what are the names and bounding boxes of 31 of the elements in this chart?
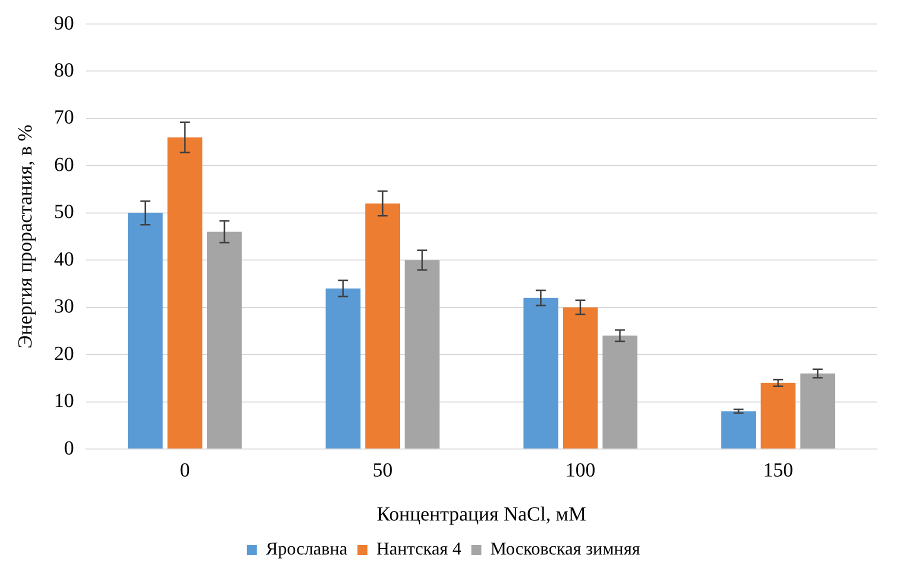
bar xyxy=(760,382,796,448)
bar xyxy=(404,260,440,448)
bar xyxy=(721,411,756,448)
y-axis-title: Энергия прорастания, в % xyxy=(14,124,36,348)
x-tick-label: 50 xyxy=(372,459,393,482)
y-tick-label: 40 xyxy=(54,248,74,270)
legend-label: Нантская 4 xyxy=(376,538,462,559)
y-tick-label: 60 xyxy=(54,154,74,176)
y-tick-label: 70 xyxy=(54,106,74,129)
y-tick-label: 20 xyxy=(54,342,74,365)
bar xyxy=(326,288,360,448)
bar xyxy=(602,336,638,448)
legend-label: Московская зимняя xyxy=(490,538,640,559)
bar xyxy=(128,212,163,448)
y-tick-label: 30 xyxy=(54,296,74,318)
x-tick-label: 150 xyxy=(763,459,794,482)
bar xyxy=(365,203,400,448)
x-tick-label: 100 xyxy=(565,459,596,482)
x-axis-title: Концентрация NaCl, мМ xyxy=(376,503,586,526)
bar xyxy=(800,373,836,448)
bar xyxy=(167,137,202,448)
y-tick-label: 10 xyxy=(54,390,74,412)
bar xyxy=(562,307,598,448)
y-tick-label: 50 xyxy=(54,201,74,224)
bar xyxy=(207,232,242,448)
y-tick-label: 0 xyxy=(64,437,74,460)
y-tick-label: 90 xyxy=(54,12,74,34)
y-tick-label: 80 xyxy=(54,59,74,82)
x-tick-label: 0 xyxy=(180,459,190,482)
legend-label: Ярославна xyxy=(266,538,348,559)
bar xyxy=(523,298,558,448)
